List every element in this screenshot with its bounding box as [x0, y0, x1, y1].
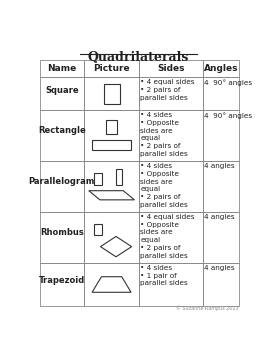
Text: Trapezoid: Trapezoid — [39, 276, 85, 285]
Text: © Suzanne Rampus 2013: © Suzanne Rampus 2013 — [176, 305, 239, 311]
Text: 4 angles: 4 angles — [204, 163, 235, 169]
Bar — [139, 110, 203, 161]
Bar — [40, 161, 84, 212]
Text: Parallelogram: Parallelogram — [29, 177, 95, 186]
Text: Angles: Angles — [204, 64, 238, 73]
Bar — [203, 110, 239, 161]
Text: Sides: Sides — [157, 64, 185, 73]
Bar — [40, 263, 84, 306]
Bar — [92, 140, 131, 150]
Bar — [84, 110, 139, 161]
Text: Rhombus: Rhombus — [40, 228, 84, 237]
Bar — [139, 60, 203, 77]
Bar — [139, 212, 203, 263]
Text: Picture: Picture — [93, 64, 130, 73]
Text: • 4 sides
• Opposite
sides are
equal
• 2 pairs of
parallel sides: • 4 sides • Opposite sides are equal • 2… — [140, 112, 188, 157]
Text: Quadrilaterals: Quadrilaterals — [88, 51, 189, 64]
Bar — [203, 77, 239, 110]
Bar — [203, 263, 239, 306]
Text: 4  90° angles: 4 90° angles — [204, 112, 252, 119]
Text: 4 angles: 4 angles — [204, 214, 235, 220]
Bar — [84, 212, 139, 263]
Text: Square: Square — [45, 86, 79, 95]
Bar — [139, 161, 203, 212]
Bar — [84, 77, 139, 110]
Text: 4  90° angles: 4 90° angles — [204, 79, 252, 86]
Text: • 4 sides
• Opposite
sides are
equal
• 2 pairs of
parallel sides: • 4 sides • Opposite sides are equal • 2… — [140, 163, 188, 208]
Text: 4 angles: 4 angles — [204, 265, 235, 271]
Bar — [116, 169, 122, 185]
Bar — [40, 110, 84, 161]
Bar — [106, 120, 117, 134]
Text: • 4 equal sides
• Opposite
sides are
equal
• 2 pairs of
parallel sides: • 4 equal sides • Opposite sides are equ… — [140, 214, 195, 259]
Bar — [139, 263, 203, 306]
Bar — [40, 212, 84, 263]
Bar — [94, 224, 102, 236]
Bar — [139, 77, 203, 110]
Bar — [84, 60, 139, 77]
Bar — [94, 173, 102, 184]
Text: Name: Name — [47, 64, 76, 73]
Text: Rectangle: Rectangle — [38, 126, 86, 135]
Text: • 4 equal sides
• 2 pairs of
parallel sides: • 4 equal sides • 2 pairs of parallel si… — [140, 79, 195, 101]
Bar — [84, 161, 139, 212]
Bar — [104, 84, 120, 104]
Bar — [84, 263, 139, 306]
Bar — [40, 60, 84, 77]
Bar — [203, 60, 239, 77]
Text: • 4 sides
• 1 pair of
parallel sides: • 4 sides • 1 pair of parallel sides — [140, 265, 188, 286]
Bar — [203, 161, 239, 212]
Bar — [203, 212, 239, 263]
Bar — [40, 77, 84, 110]
